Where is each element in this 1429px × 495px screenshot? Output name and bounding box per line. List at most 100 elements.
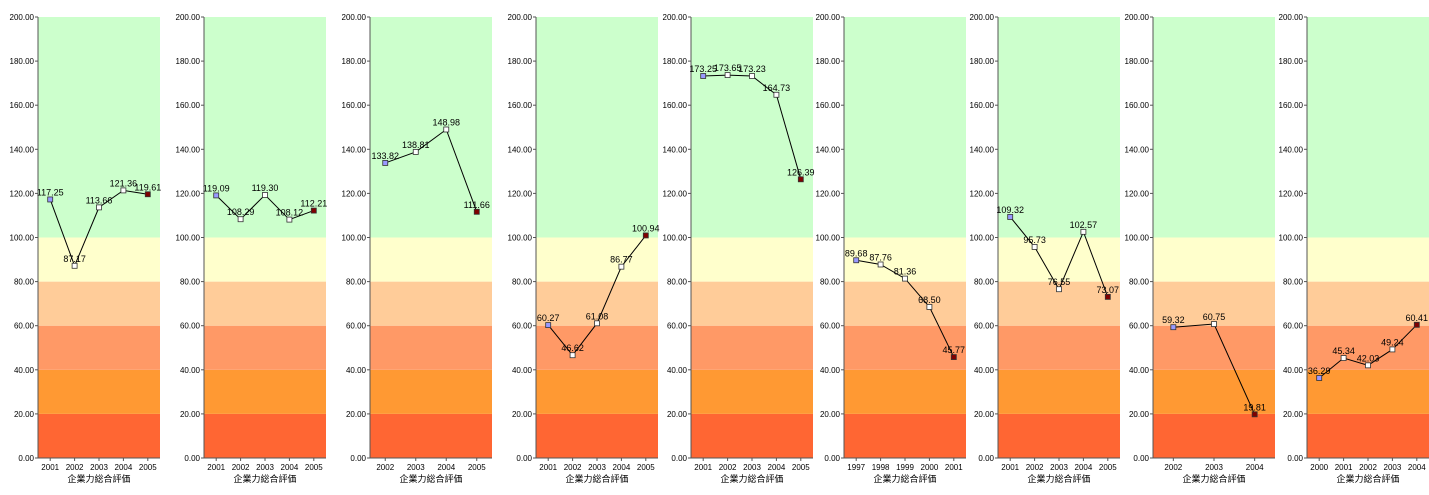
data-label: 111.66 [464,200,490,210]
data-label: 68.50 [918,295,941,305]
band-100-200 [370,17,492,238]
x-axis-title: 企業力総合評価 [565,473,628,484]
band-40-60 [536,325,658,370]
y-tick-label: 60.00 [1129,322,1150,331]
data-label: 59.32 [1162,315,1185,325]
band-100-200 [998,17,1120,238]
data-label: 173.25 [689,64,717,74]
x-tick-label: 1998 [872,463,890,472]
data-point [902,275,908,282]
data-point [1340,355,1347,361]
band-20-40 [38,369,160,414]
band-60-80 [1307,281,1429,326]
data-point [1251,411,1258,418]
y-tick-label: 120.00 [816,189,841,198]
band-100-200 [536,17,658,238]
band-0-20 [370,413,492,458]
x-tick-label: 2002 [1164,463,1182,472]
y-tick-label: 160.00 [663,101,688,110]
band-20-40 [691,369,813,414]
band-80-100 [998,237,1120,282]
band-100-200 [844,17,966,238]
y-tick-label: 0.00 [184,454,200,463]
y-tick-label: 120.00 [663,189,688,198]
y-tick-label: 20.00 [180,410,201,419]
y-tick-label: 140.00 [816,145,841,154]
band-60-80 [370,281,492,326]
y-tick-label: 80.00 [667,278,688,287]
x-tick-label: 2002 [376,463,394,472]
data-label: 45.34 [1332,346,1355,356]
band-20-40 [536,369,658,414]
x-tick-label: 2004 [768,463,786,472]
band-100-200 [691,17,813,238]
x-tick-label: 2003 [1384,463,1402,472]
x-tick-label: 2005 [637,463,655,472]
x-axis-title: 企業力総合評価 [67,473,130,484]
data-point [1031,244,1038,250]
data-label: 113.66 [86,195,113,205]
data-label: 86.77 [610,255,633,265]
band-20-40 [1307,369,1429,414]
y-tick-label: 200.00 [342,13,367,22]
data-point [545,322,552,329]
y-tick-label: 80.00 [346,278,367,287]
x-tick-label: 2004 [115,463,133,472]
y-tick-label: 180.00 [816,57,841,66]
y-tick-label: 160.00 [816,101,841,110]
data-point [569,352,576,359]
y-tick-label: 100.00 [1279,234,1304,243]
y-tick-label: 200.00 [508,13,533,22]
chart-panel-8: 0.00 20.00 40.00 60.00 80.00 100.00 120.00 140.… [1125,13,1275,484]
y-tick-label: 160.00 [342,101,367,110]
data-point [773,91,780,98]
data-point [412,149,419,155]
y-tick-label: 40.00 [1283,366,1304,375]
y-tick-label: 20.00 [974,410,995,419]
y-tick-label: 0.00 [1287,454,1303,463]
x-tick-label: 2004 [613,463,631,472]
data-point [1170,324,1177,331]
y-tick-label: 140.00 [1279,145,1304,154]
band-0-20 [691,413,813,458]
x-tick-label: 2003 [256,463,274,472]
y-tick-label: 80.00 [820,278,841,287]
y-tick-label: 160.00 [1279,101,1304,110]
y-tick-label: 160.00 [10,101,35,110]
x-tick-label: 2005 [792,463,810,472]
data-label: 46.62 [561,343,584,353]
data-point [1056,286,1062,293]
y-tick-label: 200.00 [1279,13,1304,22]
band-80-100 [844,237,966,282]
data-label: 36.29 [1308,366,1331,376]
chart-panel-6: 0.00 20.00 40.00 60.00 80.00 100.00 120.00 140.… [816,13,966,484]
band-60-80 [691,281,813,326]
y-tick-label: 140.00 [342,145,367,154]
data-label: 108.12 [276,208,304,218]
y-tick-label: 40.00 [346,366,367,375]
y-tick-label: 60.00 [180,322,201,331]
y-tick-label: 0.00 [1133,454,1149,463]
data-point [71,262,78,269]
x-tick-label: 2001 [1001,463,1019,472]
x-tick-label: 2001 [1335,463,1353,472]
band-100-200 [204,17,326,238]
data-point [1007,214,1014,220]
data-label: 173.65 [714,63,742,73]
y-tick-label: 60.00 [667,322,688,331]
data-label: 81.36 [894,267,917,277]
y-tick-label: 60.00 [14,322,35,331]
data-label: 119.61 [134,182,161,192]
y-tick-label: 180.00 [1279,57,1304,66]
data-point [473,208,480,215]
y-tick-label: 100.00 [663,234,688,243]
y-tick-label: 40.00 [667,366,688,375]
y-tick-label: 140.00 [176,145,201,154]
data-point [1365,362,1371,369]
data-point [950,354,957,360]
data-label: 138.81 [402,140,430,150]
data-point [47,196,54,203]
chart-panel-2: 0.00 20.00 40.00 60.00 80.00 100.00 120.00 140.… [176,13,328,484]
y-tick-label: 160.00 [508,101,533,110]
x-axis-title: 企業力総合評価 [720,473,783,484]
